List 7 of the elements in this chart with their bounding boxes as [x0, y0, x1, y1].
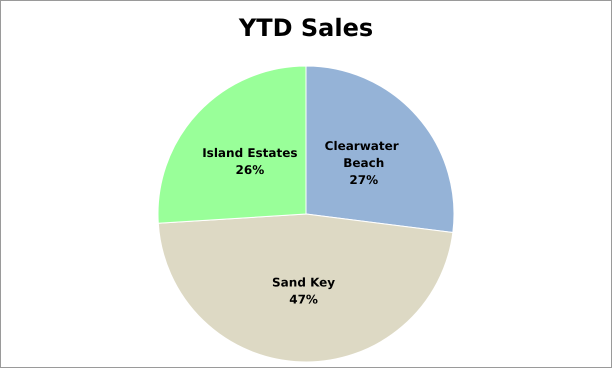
data-label: 27%: [349, 173, 378, 188]
data-label: 47%: [289, 292, 318, 306]
slice-label: Clearwater Beach: [324, 139, 403, 170]
slice-label: Sand Key: [272, 275, 336, 290]
slice-label: Island Estates: [202, 146, 298, 160]
chart-title: YTD Sales: [238, 14, 374, 42]
data-label: 26%: [236, 162, 264, 177]
